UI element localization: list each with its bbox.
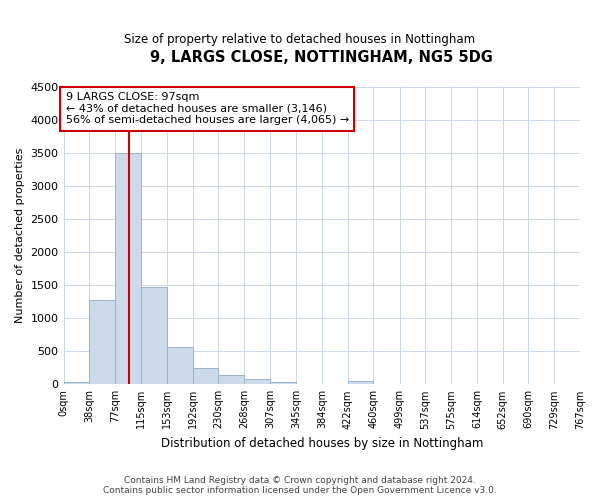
Y-axis label: Number of detached properties: Number of detached properties bbox=[15, 148, 25, 324]
Text: Size of property relative to detached houses in Nottingham: Size of property relative to detached ho… bbox=[124, 32, 476, 46]
Bar bbox=[141, 287, 167, 384]
Bar bbox=[115, 153, 141, 384]
Bar bbox=[347, 381, 373, 384]
Bar bbox=[244, 379, 270, 384]
Title: 9, LARGS CLOSE, NOTTINGHAM, NG5 5DG: 9, LARGS CLOSE, NOTTINGHAM, NG5 5DG bbox=[151, 50, 493, 65]
X-axis label: Distribution of detached houses by size in Nottingham: Distribution of detached houses by size … bbox=[161, 437, 483, 450]
Bar bbox=[193, 368, 218, 384]
Bar bbox=[270, 382, 296, 384]
Bar bbox=[89, 300, 115, 384]
Bar bbox=[64, 382, 89, 384]
Bar bbox=[167, 346, 193, 385]
Text: Contains HM Land Registry data © Crown copyright and database right 2024.
Contai: Contains HM Land Registry data © Crown c… bbox=[103, 476, 497, 495]
Text: 9 LARGS CLOSE: 97sqm
← 43% of detached houses are smaller (3,146)
56% of semi-de: 9 LARGS CLOSE: 97sqm ← 43% of detached h… bbox=[65, 92, 349, 126]
Bar bbox=[218, 375, 244, 384]
